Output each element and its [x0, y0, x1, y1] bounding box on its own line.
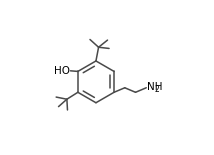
Text: 2: 2: [154, 85, 159, 94]
Text: HO: HO: [54, 66, 70, 76]
Text: NH: NH: [147, 82, 163, 92]
